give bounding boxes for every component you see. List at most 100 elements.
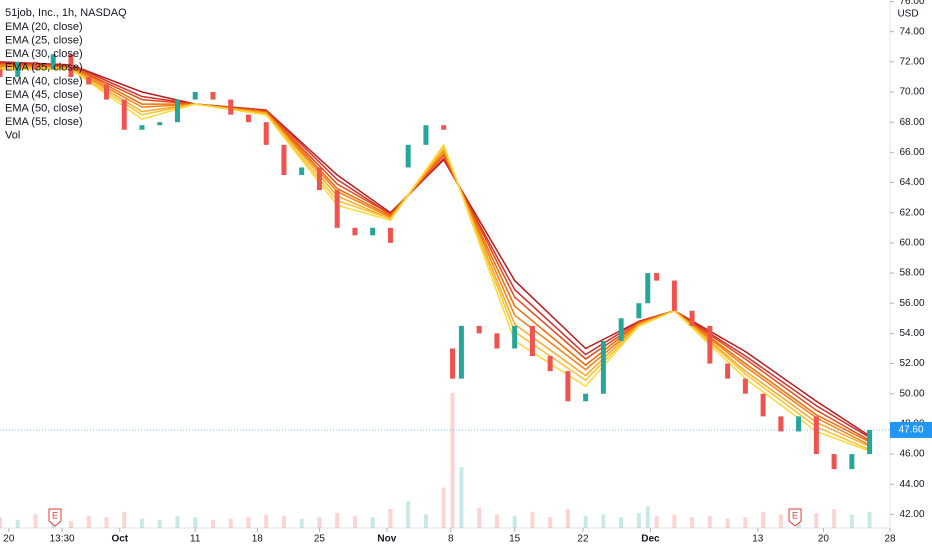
x-tick-label: 22 xyxy=(577,534,589,545)
ema-line xyxy=(0,62,870,439)
legend-entry: EMA (35, close) xyxy=(5,62,83,74)
volume-bar xyxy=(33,514,38,528)
candle-body xyxy=(15,61,21,77)
candle-body xyxy=(458,325,464,379)
chart-title: 51job, Inc., 1h, NASDAQ xyxy=(5,7,127,19)
y-tick-label: 42.00 xyxy=(899,509,924,520)
candle-body xyxy=(476,325,482,334)
volume-bar xyxy=(743,517,748,528)
x-tick-label: 25 xyxy=(314,534,326,545)
volume-bar xyxy=(388,509,393,528)
candle-body xyxy=(849,454,855,470)
candle-body xyxy=(263,122,269,145)
y-tick-label: 46.00 xyxy=(899,449,924,460)
candle-body xyxy=(494,333,500,349)
volume-bar xyxy=(459,467,464,528)
candle-body xyxy=(0,69,3,77)
legend-entry: EMA (50, close) xyxy=(5,103,83,115)
volume-bar xyxy=(299,518,304,528)
candle-body xyxy=(529,325,535,357)
candle-body xyxy=(121,99,127,130)
plot-area xyxy=(0,54,873,528)
volume-bar xyxy=(335,513,340,528)
y-tick-label: 62.00 xyxy=(899,207,924,218)
candle-body xyxy=(299,167,305,175)
volume-bar xyxy=(583,515,588,528)
candle-body xyxy=(387,227,393,243)
volume-bar xyxy=(494,514,499,528)
x-tick-label: 13 xyxy=(752,534,764,545)
candle-body xyxy=(441,125,447,130)
y-tick-label: 72.00 xyxy=(899,56,924,67)
volume-bar xyxy=(281,515,286,528)
x-tick-label: 13:30 xyxy=(50,534,75,545)
candle-body xyxy=(192,92,198,100)
volume-bar xyxy=(867,511,872,528)
currency-label: USD xyxy=(897,9,918,20)
y-tick-label: 76.00 xyxy=(899,0,924,7)
volume-bar xyxy=(619,517,624,528)
candle-body xyxy=(565,371,571,402)
volume-bar xyxy=(406,501,411,528)
candle-body xyxy=(689,310,695,326)
volume-bar xyxy=(210,519,215,528)
x-tick-label: 28 xyxy=(884,534,896,545)
volume-bar xyxy=(317,517,322,528)
volume-bar xyxy=(761,511,766,528)
candle-body xyxy=(68,54,74,77)
volume-bar xyxy=(636,513,641,528)
candle-body xyxy=(32,61,38,70)
volume-bar xyxy=(832,509,837,528)
candle-body xyxy=(228,99,234,115)
volume-bar xyxy=(15,519,20,528)
ema-line xyxy=(0,64,870,443)
candle-body xyxy=(636,303,642,319)
volume-bar xyxy=(654,515,659,528)
last-price-box xyxy=(890,421,932,438)
x-tick-label: 20 xyxy=(3,534,15,545)
volume-bar xyxy=(441,487,446,528)
volume-bar xyxy=(512,515,517,528)
volume-bar xyxy=(423,514,428,528)
candle-body xyxy=(796,416,802,432)
candle-body xyxy=(671,280,677,311)
candle-body xyxy=(707,325,713,364)
y-tick-label: 60.00 xyxy=(899,238,924,249)
volume-bar xyxy=(530,511,535,528)
candle-body xyxy=(174,99,180,123)
candle-body xyxy=(618,318,624,341)
volume-bar xyxy=(450,393,455,528)
legend-entry: EMA (20, close) xyxy=(5,21,83,33)
legend-entry: EMA (25, close) xyxy=(5,35,83,47)
x-tick-label: Oct xyxy=(111,534,128,545)
earnings-label: E xyxy=(52,510,58,520)
volume-bar xyxy=(548,517,553,528)
x-tick-label: 11 xyxy=(190,534,201,545)
y-tick-label: 44.00 xyxy=(899,479,924,490)
candle-body xyxy=(157,122,163,126)
volume-bar xyxy=(193,517,198,528)
candle-body xyxy=(450,348,456,379)
volume-bar xyxy=(778,514,783,528)
candle-body xyxy=(831,454,837,470)
volume-bar xyxy=(139,518,144,528)
candle-body xyxy=(600,340,606,394)
legend-entry: EMA (55, close) xyxy=(5,116,83,128)
earnings-marker xyxy=(788,508,802,527)
legend-entry: EMA (40, close) xyxy=(5,75,83,87)
y-tick-label: 54.00 xyxy=(899,328,924,339)
volume-bar xyxy=(122,511,127,528)
y-tick-label: 50.00 xyxy=(899,388,924,399)
x-tick-label: 20 xyxy=(818,534,830,545)
candle-body xyxy=(742,378,748,394)
candle-body xyxy=(405,144,411,168)
ema-line xyxy=(0,67,870,448)
volume-bar xyxy=(228,518,233,528)
volume-bar xyxy=(0,517,2,528)
volume-bar xyxy=(86,515,91,528)
volume-bar xyxy=(68,521,73,528)
candle-body xyxy=(50,54,56,70)
y-tick-label: 52.00 xyxy=(899,358,924,369)
candle-body xyxy=(654,273,660,281)
